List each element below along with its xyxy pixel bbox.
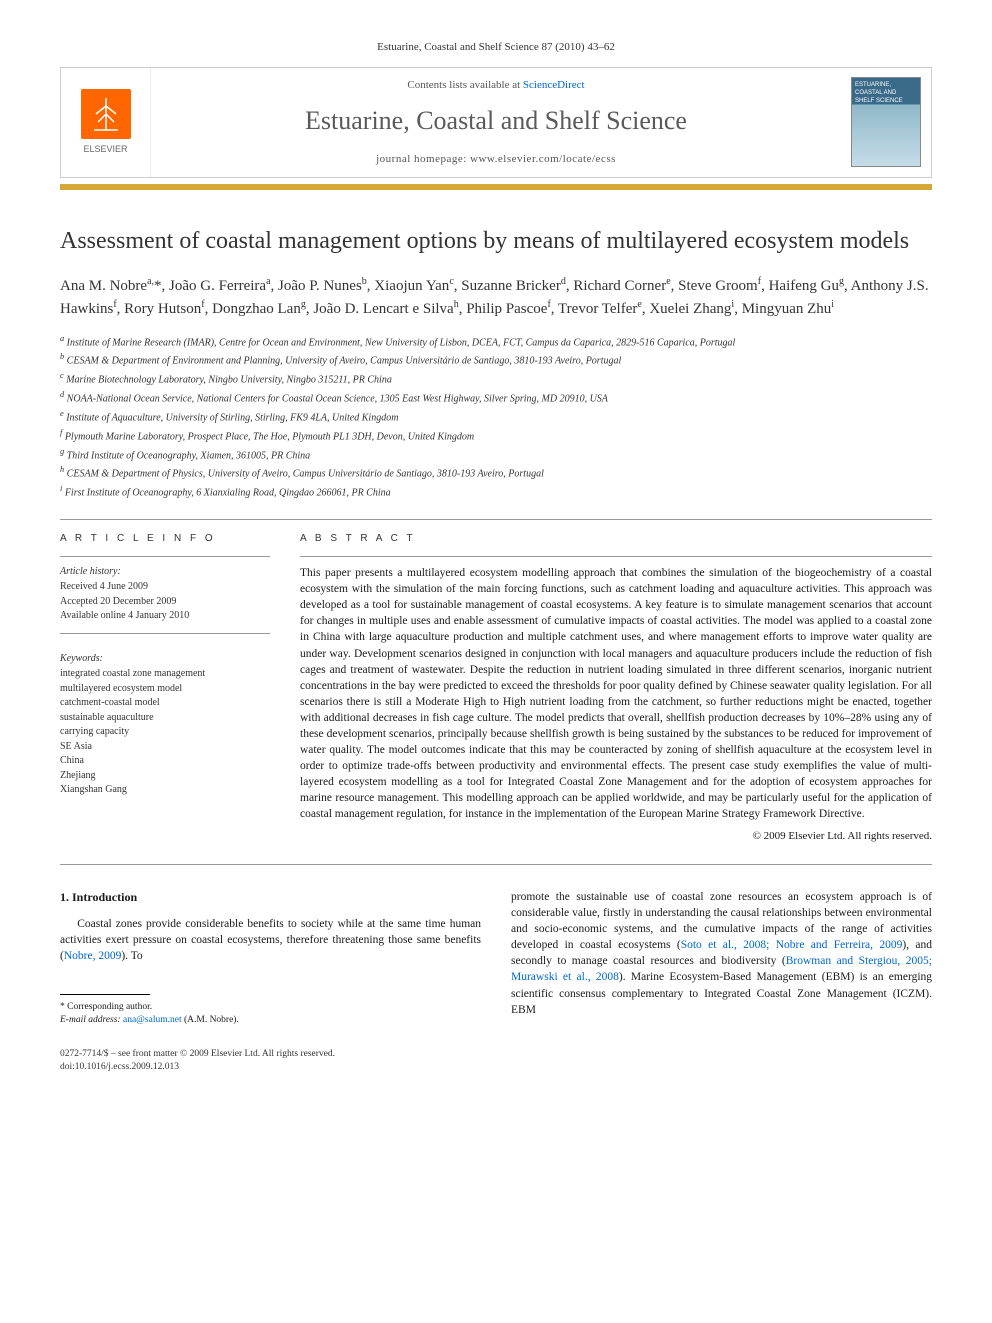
- intro-text-tail: ). To: [121, 950, 142, 962]
- cover-image: ESTUARINE, COASTAL AND SHELF SCIENCE: [851, 77, 921, 167]
- keyword-item: China: [60, 754, 270, 768]
- section-divider: [60, 864, 932, 865]
- affiliation-item: g Third Institute of Oceanography, Xiame…: [60, 446, 932, 464]
- info-divider: [60, 633, 270, 634]
- homepage-line: journal homepage: www.elsevier.com/locat…: [376, 152, 616, 167]
- keyword-item: multilayered ecosystem model: [60, 682, 270, 696]
- citation-link[interactable]: Nobre, 2009: [64, 950, 122, 962]
- elsevier-logo: ELSEVIER: [61, 68, 151, 177]
- front-matter-line: 0272-7714/$ – see front matter © 2009 El…: [60, 1048, 932, 1061]
- contents-line: Contents lists available at ScienceDirec…: [407, 78, 584, 93]
- affiliation-item: a Institute of Marine Research (IMAR), C…: [60, 333, 932, 351]
- column-right: promote the sustainable use of coastal z…: [511, 889, 932, 1028]
- email-tail: (A.M. Nobre).: [182, 1015, 239, 1025]
- abstract-divider: [300, 556, 932, 557]
- intro-paragraph-left: Coastal zones provide considerable benef…: [60, 916, 481, 964]
- abstract-label: A B S T R A C T: [300, 532, 932, 546]
- section-heading-intro: 1. Introduction: [60, 889, 481, 906]
- footnote-rule: [60, 994, 150, 995]
- cover-text: ESTUARINE, COASTAL AND SHELF SCIENCE: [855, 82, 903, 104]
- email-line: E-mail address: ana@salum.net (A.M. Nobr…: [60, 1014, 481, 1027]
- keyword-item: Xiangshan Gang: [60, 783, 270, 797]
- history-item: Available online 4 January 2010: [60, 609, 270, 623]
- sciencedirect-link[interactable]: ScienceDirect: [523, 79, 585, 91]
- article-info-label: A R T I C L E I N F O: [60, 532, 270, 546]
- footnotes: * Corresponding author. E-mail address: …: [60, 1001, 481, 1028]
- history-heading: Article history:: [60, 565, 270, 579]
- abstract-box: A B S T R A C T This paper presents a mu…: [300, 532, 932, 844]
- keywords-heading: Keywords:: [60, 652, 270, 666]
- keywords-list: integrated coastal zone managementmultil…: [60, 667, 270, 797]
- article-title: Assessment of coastal management options…: [60, 226, 932, 256]
- page-footer: 0272-7714/$ – see front matter © 2009 El…: [60, 1048, 932, 1075]
- email-link[interactable]: ana@salum.net: [123, 1015, 182, 1025]
- keyword-item: sustainable aquaculture: [60, 711, 270, 725]
- abstract-text: This paper presents a multilayered ecosy…: [300, 565, 932, 823]
- article-info-box: A R T I C L E I N F O Article history: R…: [60, 532, 270, 844]
- body-columns: 1. Introduction Coastal zones provide co…: [60, 889, 932, 1028]
- affiliation-item: f Plymouth Marine Laboratory, Prospect P…: [60, 427, 932, 445]
- abstract-copyright: © 2009 Elsevier Ltd. All rights reserved…: [300, 829, 932, 844]
- journal-name: Estuarine, Coastal and Shelf Science: [305, 103, 687, 138]
- contents-prefix: Contents lists available at: [407, 79, 522, 91]
- affiliation-item: i First Institute of Oceanography, 6 Xia…: [60, 483, 932, 501]
- affiliations-list: a Institute of Marine Research (IMAR), C…: [60, 333, 932, 501]
- running-head: Estuarine, Coastal and Shelf Science 87 …: [60, 40, 932, 55]
- elsevier-tree-icon: [81, 89, 131, 139]
- history-list: Received 4 June 2009Accepted 20 December…: [60, 580, 270, 623]
- keyword-item: catchment-coastal model: [60, 696, 270, 710]
- corresponding-author: * Corresponding author.: [60, 1001, 481, 1014]
- affiliation-item: c Marine Biotechnology Laboratory, Ningb…: [60, 370, 932, 388]
- affiliation-item: d NOAA-National Ocean Service, National …: [60, 389, 932, 407]
- email-label: E-mail address:: [60, 1015, 123, 1025]
- intro-paragraph-right: promote the sustainable use of coastal z…: [511, 889, 932, 1018]
- history-item: Accepted 20 December 2009: [60, 595, 270, 609]
- affiliation-item: h CESAM & Department of Physics, Univers…: [60, 464, 932, 482]
- journal-header: ELSEVIER Contents lists available at Sci…: [60, 67, 932, 178]
- keyword-item: carrying capacity: [60, 725, 270, 739]
- homepage-prefix: journal homepage:: [376, 153, 470, 165]
- info-divider: [60, 556, 270, 557]
- keyword-item: integrated coastal zone management: [60, 667, 270, 681]
- history-item: Received 4 June 2009: [60, 580, 270, 594]
- elsevier-brand: ELSEVIER: [83, 143, 127, 155]
- homepage-url: www.elsevier.com/locate/ecss: [470, 153, 616, 165]
- authors-list: Ana M. Nobrea,*, João G. Ferreiraa, João…: [60, 274, 932, 321]
- keyword-item: SE Asia: [60, 740, 270, 754]
- keyword-item: Zhejiang: [60, 769, 270, 783]
- column-left: 1. Introduction Coastal zones provide co…: [60, 889, 481, 1028]
- affiliation-item: b CESAM & Department of Environment and …: [60, 351, 932, 369]
- citation-link[interactable]: Soto et al., 2008; Nobre and Ferreira, 2…: [681, 939, 903, 951]
- gold-divider-bar: [60, 184, 932, 190]
- journal-cover-thumb: ESTUARINE, COASTAL AND SHELF SCIENCE: [841, 68, 931, 177]
- section-divider: [60, 519, 932, 520]
- affiliation-item: e Institute of Aquaculture, University o…: [60, 408, 932, 426]
- doi-line: doi:10.1016/j.ecss.2009.12.013: [60, 1061, 932, 1074]
